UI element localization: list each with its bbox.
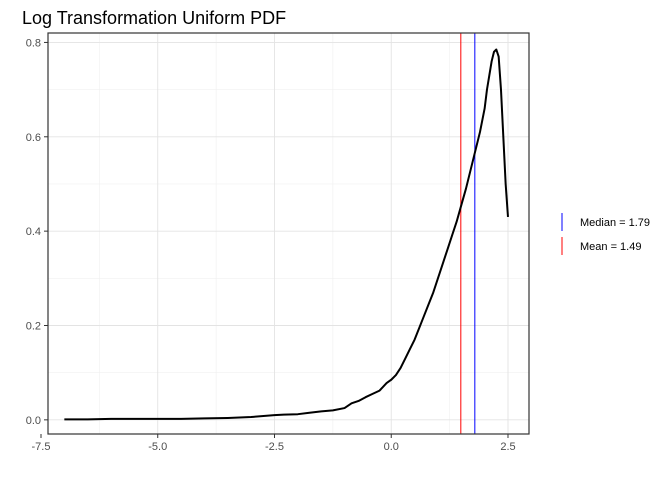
- x-axis: -7.5 -5.0 -2.5 0.0 2.5: [32, 434, 516, 453]
- y-tick-label: 0.4: [26, 226, 41, 238]
- plot-border: [47, 32, 530, 435]
- x-tick-label: 2.5: [500, 441, 515, 453]
- legend: Median = 1.79 Mean = 1.49: [561, 213, 650, 255]
- x-tick-label: 0.0: [384, 441, 399, 453]
- legend-label: Median = 1.79: [580, 217, 650, 229]
- legend-label: Mean = 1.49: [580, 241, 641, 253]
- grid-lines: [48, 33, 529, 434]
- reference-lines: [460, 33, 476, 434]
- x-tick-label: -7.5: [32, 441, 51, 453]
- plot-panel: [48, 33, 529, 434]
- y-tick-label: 0.2: [26, 320, 41, 332]
- y-tick-label: 0.8: [26, 37, 41, 49]
- y-axis: 0.0 0.2 0.4 0.6 0.8: [26, 37, 48, 427]
- y-tick-label: 0.6: [26, 132, 41, 144]
- y-tick-label: 0.0: [26, 415, 41, 427]
- density-line: [64, 48, 509, 421]
- x-tick-label: -2.5: [265, 441, 284, 453]
- chart-title: Log Transformation Uniform PDF: [22, 8, 286, 28]
- x-tick-label: -5.0: [148, 441, 167, 453]
